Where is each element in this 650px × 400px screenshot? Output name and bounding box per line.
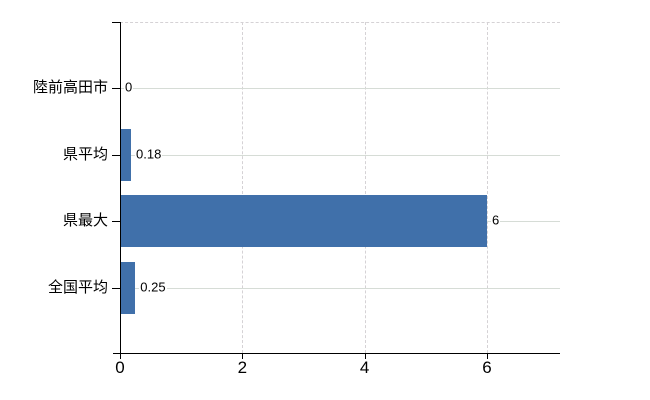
category-label: 県平均 — [62, 145, 108, 163]
x-gridline — [364, 22, 366, 353]
category-label: 陸前高田市 — [32, 78, 108, 96]
row-gridline — [120, 88, 560, 89]
bar-value-label: 0.25 — [139, 279, 167, 296]
category-label: 県最大 — [62, 212, 108, 230]
x-gridline — [487, 22, 488, 353]
y-tick — [112, 88, 120, 89]
x-tick — [487, 353, 488, 359]
y-tick — [112, 221, 120, 223]
bar — [120, 128, 131, 181]
y-tick — [112, 154, 120, 156]
row-gridline — [120, 154, 560, 156]
category-label: 全国平均 — [47, 278, 108, 296]
x-tick — [364, 353, 366, 359]
x-tick-label: 4 — [359, 358, 370, 377]
bar — [120, 262, 136, 314]
x-tick — [242, 353, 244, 359]
x-tick-label: 2 — [237, 358, 248, 377]
bar — [120, 195, 487, 248]
bar-value-label: 6 — [491, 212, 501, 229]
bar-value-label: 0.18 — [135, 146, 163, 163]
y-axis-line — [120, 22, 121, 353]
x-tick-label: 0 — [115, 358, 125, 377]
plot-top-border — [120, 22, 560, 23]
row-gridline — [120, 288, 560, 289]
x-tick — [120, 353, 121, 359]
y-axis-top-tick — [112, 22, 120, 23]
x-tick-label: 6 — [482, 358, 492, 377]
bar-value-label: 0 — [124, 79, 134, 96]
x-gridline — [242, 22, 244, 353]
y-tick — [112, 288, 120, 289]
x-axis-line — [113, 353, 560, 354]
